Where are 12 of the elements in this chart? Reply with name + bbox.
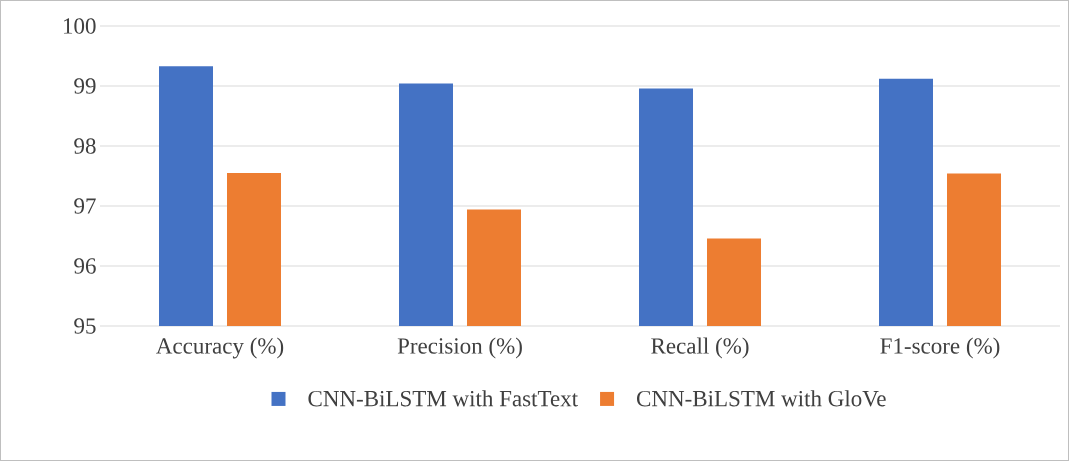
x-tick-label: F1-score (%) (880, 337, 1000, 359)
y-tick-label: 100 (63, 18, 96, 34)
y-tick-label: 99 (74, 78, 96, 94)
y-tick-label: 96 (74, 258, 96, 274)
legend-label: CNN-BiLSTM with FastText (308, 390, 578, 407)
legend-label: CNN-BiLSTM with GloVe (637, 390, 886, 407)
x-tick-label: Accuracy (%) (156, 337, 284, 359)
x-tick-label: Recall (%) (651, 337, 749, 359)
y-tick-label: 95 (74, 318, 96, 334)
x-tick-label: Precision (%) (397, 337, 522, 359)
y-tick-label: 98 (74, 138, 96, 154)
y-tick-label: 97 (74, 198, 96, 214)
